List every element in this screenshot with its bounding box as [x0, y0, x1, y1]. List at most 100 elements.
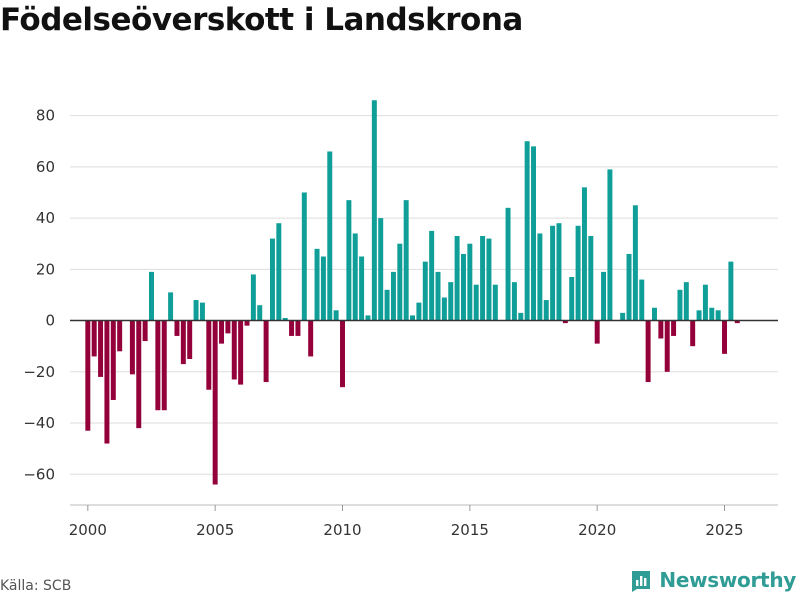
bar [104, 320, 110, 444]
bar [161, 320, 167, 411]
bar [460, 253, 466, 321]
bar [728, 261, 734, 321]
bar [441, 297, 447, 321]
bar [524, 141, 530, 321]
bar [511, 282, 517, 321]
gridlines [70, 115, 778, 475]
bar [690, 320, 696, 347]
bar [308, 320, 314, 357]
bar [91, 320, 97, 357]
bar [225, 320, 231, 334]
y-tick-label: 40 [36, 209, 55, 227]
bar [722, 320, 727, 354]
bar [429, 230, 435, 321]
bar [543, 300, 549, 321]
bar [359, 256, 365, 321]
bar [263, 320, 269, 383]
bar [384, 289, 390, 321]
bar [562, 320, 568, 324]
bar [505, 207, 511, 321]
brand-name: Newsworthy [659, 568, 796, 592]
bar [569, 277, 575, 321]
bar [715, 310, 721, 321]
source-note: Källa: SCB [0, 578, 72, 594]
bar [333, 310, 339, 321]
bar [327, 151, 333, 321]
bar [626, 253, 632, 321]
bar [187, 320, 193, 359]
bar [378, 218, 384, 321]
bar [365, 315, 371, 321]
chart-title: Födelseöverskott i Landskrona [0, 2, 523, 38]
newsworthy-icon [632, 571, 651, 592]
bar [231, 320, 237, 380]
bar [295, 320, 301, 336]
bar [537, 233, 543, 321]
bar [346, 200, 352, 321]
axes: 80 60 40 20 0 −20 −40 −60 2000 2005 2010 2015 2020 20… [23, 107, 778, 539]
bar [117, 320, 123, 352]
bar [620, 312, 626, 321]
bar [149, 271, 154, 321]
bar [244, 320, 250, 326]
bar [219, 320, 225, 344]
y-tick-label: −40 [23, 414, 55, 432]
bar [199, 302, 205, 321]
bar [168, 292, 174, 321]
y-tick-label: 80 [36, 107, 55, 125]
y-tick-label: −20 [23, 363, 55, 381]
bar [352, 233, 358, 321]
y-tick-label: 20 [36, 260, 55, 278]
bar [550, 225, 556, 321]
bar [85, 320, 91, 431]
bar [658, 320, 664, 339]
bar [556, 223, 562, 321]
bar [734, 320, 740, 324]
bar [696, 310, 702, 321]
bar [531, 146, 536, 321]
bar [238, 320, 244, 385]
bar [206, 320, 212, 390]
bar [129, 320, 135, 375]
bar [276, 223, 282, 321]
bar [403, 200, 409, 321]
bar [677, 289, 683, 321]
y-tick-label: 0 [45, 312, 55, 330]
bar [588, 236, 594, 321]
x-tick-label: 2005 [196, 521, 234, 539]
bar [645, 320, 651, 383]
bar [467, 243, 473, 321]
bar [671, 320, 677, 336]
bar [397, 243, 403, 321]
bar [212, 320, 218, 485]
bar [639, 279, 645, 321]
x-tick-label: 2010 [323, 521, 361, 539]
bar [683, 282, 689, 321]
bar [607, 169, 613, 321]
x-tick-label: 2000 [69, 521, 107, 539]
bar [289, 320, 295, 336]
bar [390, 271, 396, 321]
bar [98, 320, 104, 377]
bar [448, 282, 454, 321]
bar [371, 100, 377, 321]
bar [416, 302, 422, 321]
bar [632, 205, 638, 321]
bar [581, 187, 587, 321]
brand-logo[interactable]: Newsworthy [629, 568, 796, 592]
bar [594, 320, 600, 344]
bar [702, 284, 708, 321]
bar [174, 320, 180, 336]
bar [136, 320, 142, 429]
bar [282, 317, 288, 321]
x-tick-label: 2020 [578, 521, 616, 539]
bar [340, 320, 345, 388]
bar [193, 300, 199, 321]
bar [314, 248, 320, 321]
bar [269, 238, 275, 321]
y-tick-label: 60 [36, 158, 55, 176]
bar [301, 192, 307, 321]
bar [142, 320, 148, 342]
y-tick-label: −60 [23, 465, 55, 483]
bar [257, 305, 263, 321]
